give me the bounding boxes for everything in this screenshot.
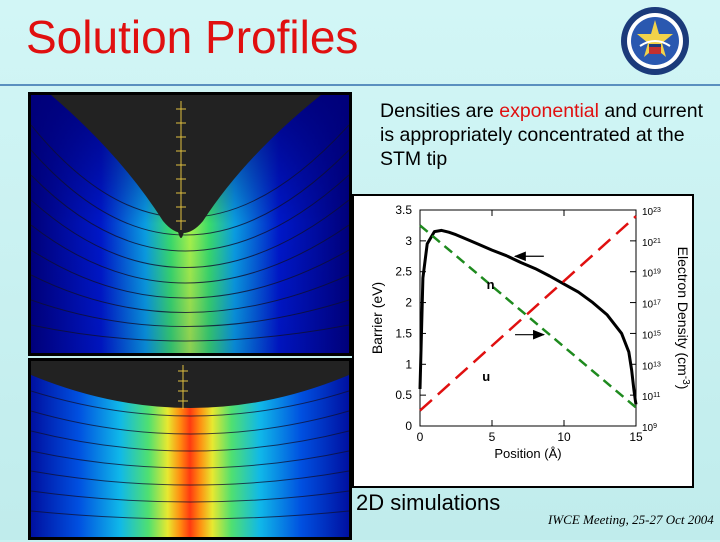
simulations-caption: 2D simulations <box>356 490 501 515</box>
bullet-highlight: exponential <box>499 100 599 122</box>
y-tick-label: 0 <box>405 419 412 433</box>
y-tick-label: 2.5 <box>395 265 412 279</box>
y2-axis-label-close: ) <box>675 385 691 390</box>
y2-tick-label: 1013 <box>642 361 661 373</box>
x-tick-label: 0 <box>417 430 424 444</box>
bullet-prefix: Densities are <box>380 100 500 122</box>
y-tick-label: 3 <box>405 234 412 248</box>
title-divider <box>0 84 720 86</box>
y2-tick-label: 1021 <box>642 237 661 249</box>
y-tick-label: 1 <box>405 357 412 371</box>
barrier-density-chart: 0 5 10 15 0 0.5 1 1.5 2 2.5 3 3.5 109 1011 1013 1015 101… <box>352 194 694 488</box>
y-tick-label: 2 <box>405 296 412 310</box>
series-line-density-green <box>419 224 637 409</box>
y2-tick-label: 109 <box>642 423 657 435</box>
y2-tick-label: 1015 <box>642 330 661 342</box>
series-line-barrier <box>418 228 638 405</box>
x-axis-label: Position (Å) <box>494 446 561 461</box>
chart-svg: 0 5 10 1500.511.522.533.5109101110131015101… <box>369 203 692 461</box>
x-tick-label: 15 <box>629 430 643 444</box>
simulation-image-tip <box>28 92 352 356</box>
series-line-density-red <box>419 215 637 412</box>
meeting-footer: IWCE Meeting, 25-27 Oct 2004 <box>548 512 714 527</box>
y2-axis-label-main: Electron Density (cm <box>675 247 691 376</box>
slide-title: Solution Profiles <box>26 11 359 63</box>
navy-seal-logo <box>621 7 689 75</box>
plot-frame <box>419 209 637 427</box>
annotation-label-u: u <box>482 369 490 384</box>
y2-tick-label: 1023 <box>642 207 661 219</box>
y2-axis-label: Electron Density (cm-3) <box>675 247 692 390</box>
bullet-text: Densities are exponential and current is… <box>380 99 710 171</box>
y-tick-label: 0.5 <box>395 388 412 402</box>
annotation-label-n: n <box>487 277 495 292</box>
bullet-suffix: and current is appropriately concentrate… <box>380 100 704 170</box>
y-axis-label: Barrier (eV) <box>369 282 385 354</box>
x-tick-label: 5 <box>489 430 496 444</box>
x-tick-label: 10 <box>557 430 571 444</box>
simulation-image-surface <box>28 358 352 540</box>
simulation-surface-plot <box>30 361 350 537</box>
y-tick-label: 3.5 <box>395 203 412 217</box>
simulation-tip-plot <box>30 95 350 353</box>
y2-axis-label-sup: -3 <box>681 376 692 385</box>
y2-tick-label: 1019 <box>642 268 661 280</box>
y2-tick-label: 1011 <box>642 392 660 404</box>
y2-tick-label: 1017 <box>642 299 661 311</box>
y-tick-label: 1.5 <box>395 326 412 340</box>
